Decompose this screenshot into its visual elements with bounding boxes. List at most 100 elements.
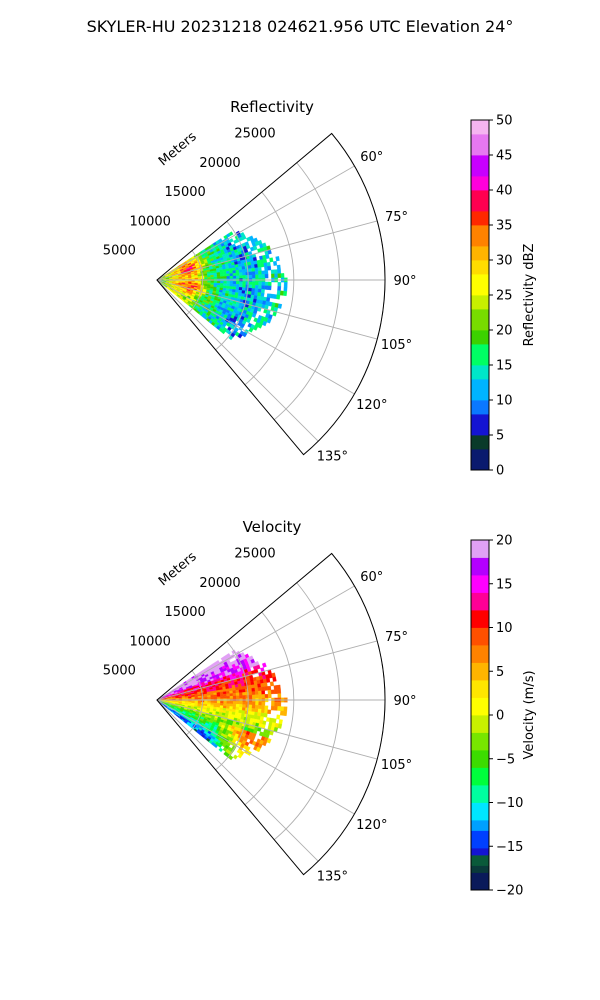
colorbar-band <box>471 428 489 432</box>
colorbar-band <box>471 361 489 366</box>
azimuth-tick-label: 75° <box>385 630 408 645</box>
colorbar-band <box>471 375 489 380</box>
colorbar-tick-label: 20 <box>496 324 513 339</box>
colorbar-band <box>471 774 489 779</box>
colorbar-band <box>471 445 489 450</box>
colorbar-band <box>471 190 489 194</box>
colorbar-band <box>471 452 489 457</box>
range-tick-label: 15000 <box>164 605 205 620</box>
colorbar-band <box>471 333 489 338</box>
colorbar-band <box>471 302 489 306</box>
colorbar-band <box>471 235 489 240</box>
azimuth-gridline <box>156 699 355 815</box>
colorbar-band <box>471 617 489 621</box>
colorbar-band <box>471 466 489 471</box>
colorbar-band <box>471 694 489 698</box>
colorbar-band <box>471 652 489 656</box>
colorbar-band <box>471 435 489 439</box>
colorbar-band <box>471 592 489 597</box>
colorbar-tick-label: −20 <box>496 884 523 899</box>
range-tick-label: 10000 <box>130 634 171 649</box>
velocity-title: Velocity <box>243 518 302 536</box>
colorbar-band <box>471 169 489 173</box>
colorbar-tick-label: 15 <box>496 359 513 374</box>
colorbar-band <box>471 417 489 422</box>
colorbar-band <box>471 760 489 765</box>
colorbar-band <box>471 757 489 761</box>
colorbar-band <box>471 676 489 681</box>
colorbar-band <box>471 606 489 611</box>
colorbar-band <box>471 256 489 261</box>
reflectivity-polar-grid <box>156 132 386 456</box>
range-tick-label: 20000 <box>199 576 240 591</box>
colorbar-band <box>471 267 489 271</box>
colorbar-band <box>471 137 489 142</box>
colorbar-tick-label: 35 <box>496 219 513 234</box>
colorbar-band <box>471 799 489 803</box>
colorbar-band <box>471 659 489 663</box>
range-ring <box>273 582 340 841</box>
colorbar-band <box>471 589 489 593</box>
colorbar-band <box>471 634 489 639</box>
colorbar-band <box>471 862 489 866</box>
colorbar-band <box>471 771 489 775</box>
colorbar-band <box>471 543 489 548</box>
colorbar-band <box>471 645 489 649</box>
range-tick-label: 15000 <box>164 185 205 200</box>
azimuth-tick-label: 120° <box>356 398 387 413</box>
colorbar-band <box>471 298 489 303</box>
colorbar-band <box>471 564 489 569</box>
colorbar-band <box>471 431 489 436</box>
velocity-colorbar-label: Velocity (m/s) <box>522 670 537 759</box>
colorbar-band <box>471 830 489 835</box>
colorbar-tick-label: 0 <box>496 709 504 724</box>
colorbar-band <box>471 683 489 688</box>
colorbar-band <box>471 358 489 362</box>
colorbar-band <box>471 837 489 842</box>
colorbar-band <box>471 309 489 313</box>
colorbar-band <box>471 312 489 317</box>
range-tick-label: 25000 <box>234 546 275 561</box>
colorbar-band <box>471 872 489 877</box>
azimuth-gridline <box>156 220 378 281</box>
colorbar-band <box>471 214 489 219</box>
colorbar-band <box>471 148 489 152</box>
colorbar-band <box>471 673 489 677</box>
colorbar-band <box>471 211 489 215</box>
colorbar-band <box>471 764 489 768</box>
colorbar-band <box>471 368 489 373</box>
colorbar-tick-label: 15 <box>496 577 513 592</box>
colorbar-band <box>471 323 489 327</box>
colorbar-band <box>471 246 489 250</box>
colorbar-band <box>471 340 489 345</box>
colorbar-tick-label: 50 <box>496 114 513 129</box>
colorbar-band <box>471 337 489 341</box>
colorbar-band <box>471 697 489 702</box>
colorbar-band <box>471 382 489 387</box>
velocity-colorbar: Velocity (m/s) −20 −15 −10 −5 0 5 10 15 20 <box>470 534 537 899</box>
colorbar-band <box>471 816 489 821</box>
colorbar-band <box>471 883 489 887</box>
azimuth-gridline <box>156 279 355 395</box>
colorbar-band <box>471 603 489 607</box>
range-ring <box>215 641 249 771</box>
velocity-labels: Velocity Meters 5000 10000 15000 20000 25000… <box>103 518 417 884</box>
azimuth-tick-label: 105° <box>381 758 412 773</box>
colorbar-band <box>471 165 489 170</box>
colorbar-band <box>471 396 489 401</box>
reflectivity-title: Reflectivity <box>230 98 314 116</box>
colorbar-band <box>471 568 489 572</box>
colorbar-band <box>471 687 489 691</box>
colorbar-band <box>471 386 489 390</box>
colorbar-band <box>471 585 489 590</box>
colorbar-band <box>471 655 489 660</box>
colorbar-band <box>471 456 489 460</box>
colorbar-band <box>471 638 489 642</box>
colorbar-band <box>471 540 489 544</box>
colorbar-band <box>471 711 489 716</box>
colorbar-band <box>471 806 489 810</box>
colorbar-band <box>471 144 489 149</box>
colorbar-band <box>471 718 489 723</box>
colorbar-band <box>471 624 489 628</box>
colorbar-band <box>471 620 489 625</box>
